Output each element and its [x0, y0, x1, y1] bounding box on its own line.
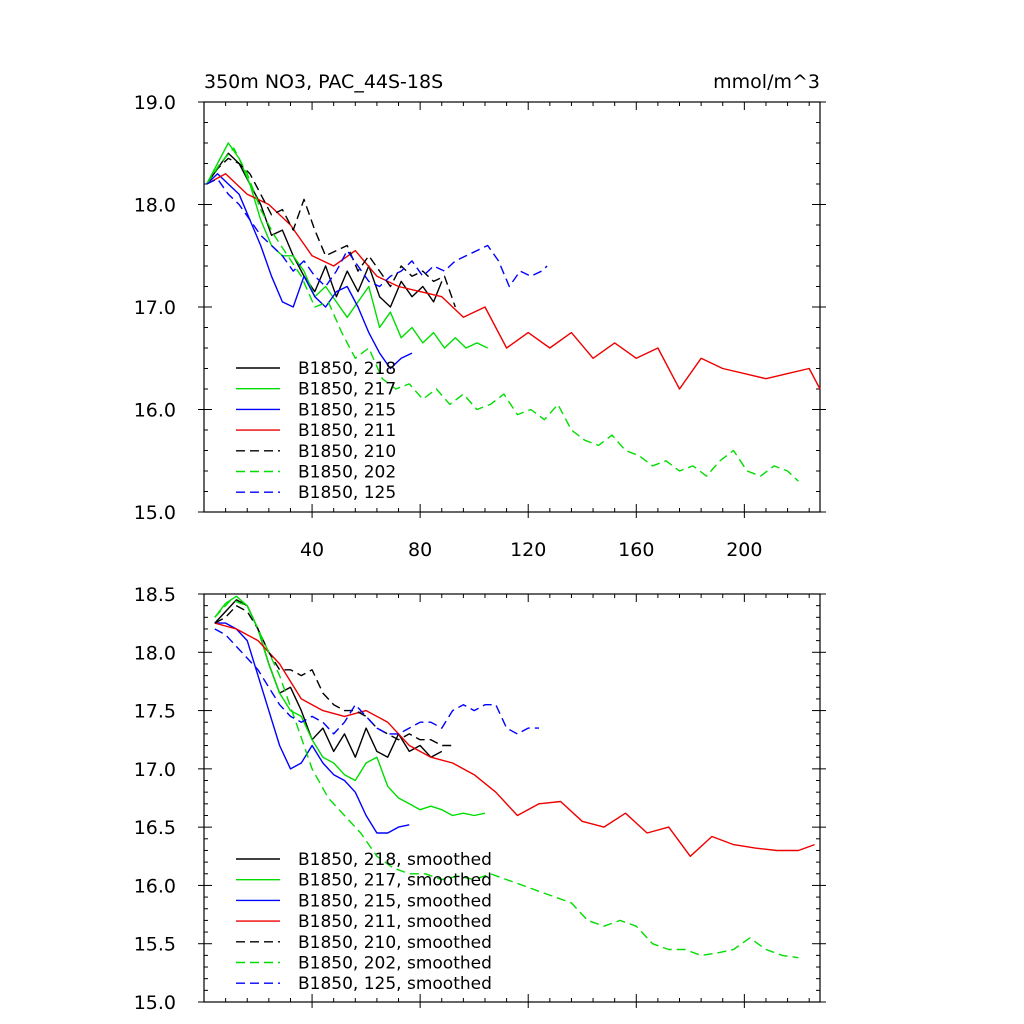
top-series-line-2 [206, 172, 413, 370]
bottom-series-line-5 [214, 599, 799, 959]
top-series-line-3 [206, 172, 821, 390]
bottom-legend-label: B1850, 202, smoothed [298, 954, 492, 974]
bottom-plot-frame [203, 593, 821, 1003]
top-x-tick-label: 40 [300, 539, 324, 561]
top-x-ticks: 40 80 120 160 200 [225, 102, 810, 561]
bottom-series-line-6 [214, 628, 539, 735]
top-y-tick-label: 17.0 [134, 297, 176, 319]
bottom-legend-label: B1850, 218, smoothed [298, 850, 492, 870]
top-series-lines [206, 142, 821, 482]
bottom-series-lines [214, 595, 815, 959]
top-legend-label: B1850, 218 [298, 359, 396, 379]
top-series-line-6 [206, 178, 548, 288]
top-y-tick-label: 16.0 [134, 400, 176, 422]
bottom-y-tick-label: 17.0 [134, 759, 176, 781]
bottom-x-ticks [225, 594, 810, 1008]
top-legend-label: B1850, 202 [298, 463, 396, 483]
top-series-line-4 [206, 157, 456, 308]
top-y-tick-label: 18.0 [134, 195, 176, 217]
bottom-y-tick-label: 18.5 [134, 584, 176, 606]
bottom-legend-label: B1850, 210, smoothed [298, 933, 492, 953]
bottom-y-tick-label: 16.0 [134, 875, 176, 897]
top-legend-label: B1850, 217 [298, 380, 396, 400]
top-y-tick-label: 19.0 [134, 92, 176, 114]
bottom-y-tick-label: 17.5 [134, 701, 176, 723]
top-legend-label: B1850, 215 [298, 400, 396, 420]
top-title: 350m NO3, PAC_44S-18S [204, 71, 443, 93]
bottom-series-line-4 [214, 605, 453, 747]
top-legend-label: B1850, 210 [298, 442, 396, 462]
top-legend-label: B1850, 125 [298, 483, 396, 503]
bottom-series-line-1 [214, 595, 486, 817]
top-x-tick-label: 80 [408, 539, 432, 561]
bottom-y-tick-label: 18.0 [134, 642, 176, 664]
top-plot-frame [203, 101, 821, 513]
bottom-y-tick-label: 15.0 [134, 992, 176, 1014]
top-series-line-1 [206, 142, 488, 349]
bottom-series-line-2 [214, 622, 410, 834]
top-x-tick-label: 200 [726, 539, 762, 561]
top-x-tick-label: 160 [618, 539, 654, 561]
top-panel: 350m NO3, PAC_44S-18S mmol/m^3 40 80 120 16… [134, 71, 826, 561]
top-legend-label: B1850, 211 [298, 421, 396, 441]
bottom-legend-label: B1850, 125, smoothed [298, 974, 492, 994]
bottom-series-line-0 [214, 599, 443, 758]
bottom-legend-label: B1850, 217, smoothed [298, 871, 492, 891]
top-x-tick-label: 120 [510, 539, 546, 561]
top-y-ticks: 15.0 16.0 17.0 18.0 19.0 [134, 92, 826, 524]
bottom-y-tick-label: 16.5 [134, 817, 176, 839]
bottom-y-ticks: 15.0 15.5 16.0 16.5 17.0 17.5 18.0 18.5 [134, 584, 826, 1014]
top-series-line-5 [206, 147, 799, 482]
top-units-label: mmol/m^3 [713, 71, 820, 93]
bottom-series-line-3 [214, 622, 815, 857]
bottom-legend-label: B1850, 211, smoothed [298, 912, 492, 932]
bottom-y-tick-label: 15.5 [134, 934, 176, 956]
top-y-tick-label: 15.0 [134, 502, 176, 524]
bottom-panel: 15.0 15.5 16.0 16.5 17.0 17.5 18.0 18.5 B1850, 2… [134, 584, 826, 1014]
bottom-legend-label: B1850, 215, smoothed [298, 891, 492, 911]
top-series-line-0 [206, 152, 443, 308]
